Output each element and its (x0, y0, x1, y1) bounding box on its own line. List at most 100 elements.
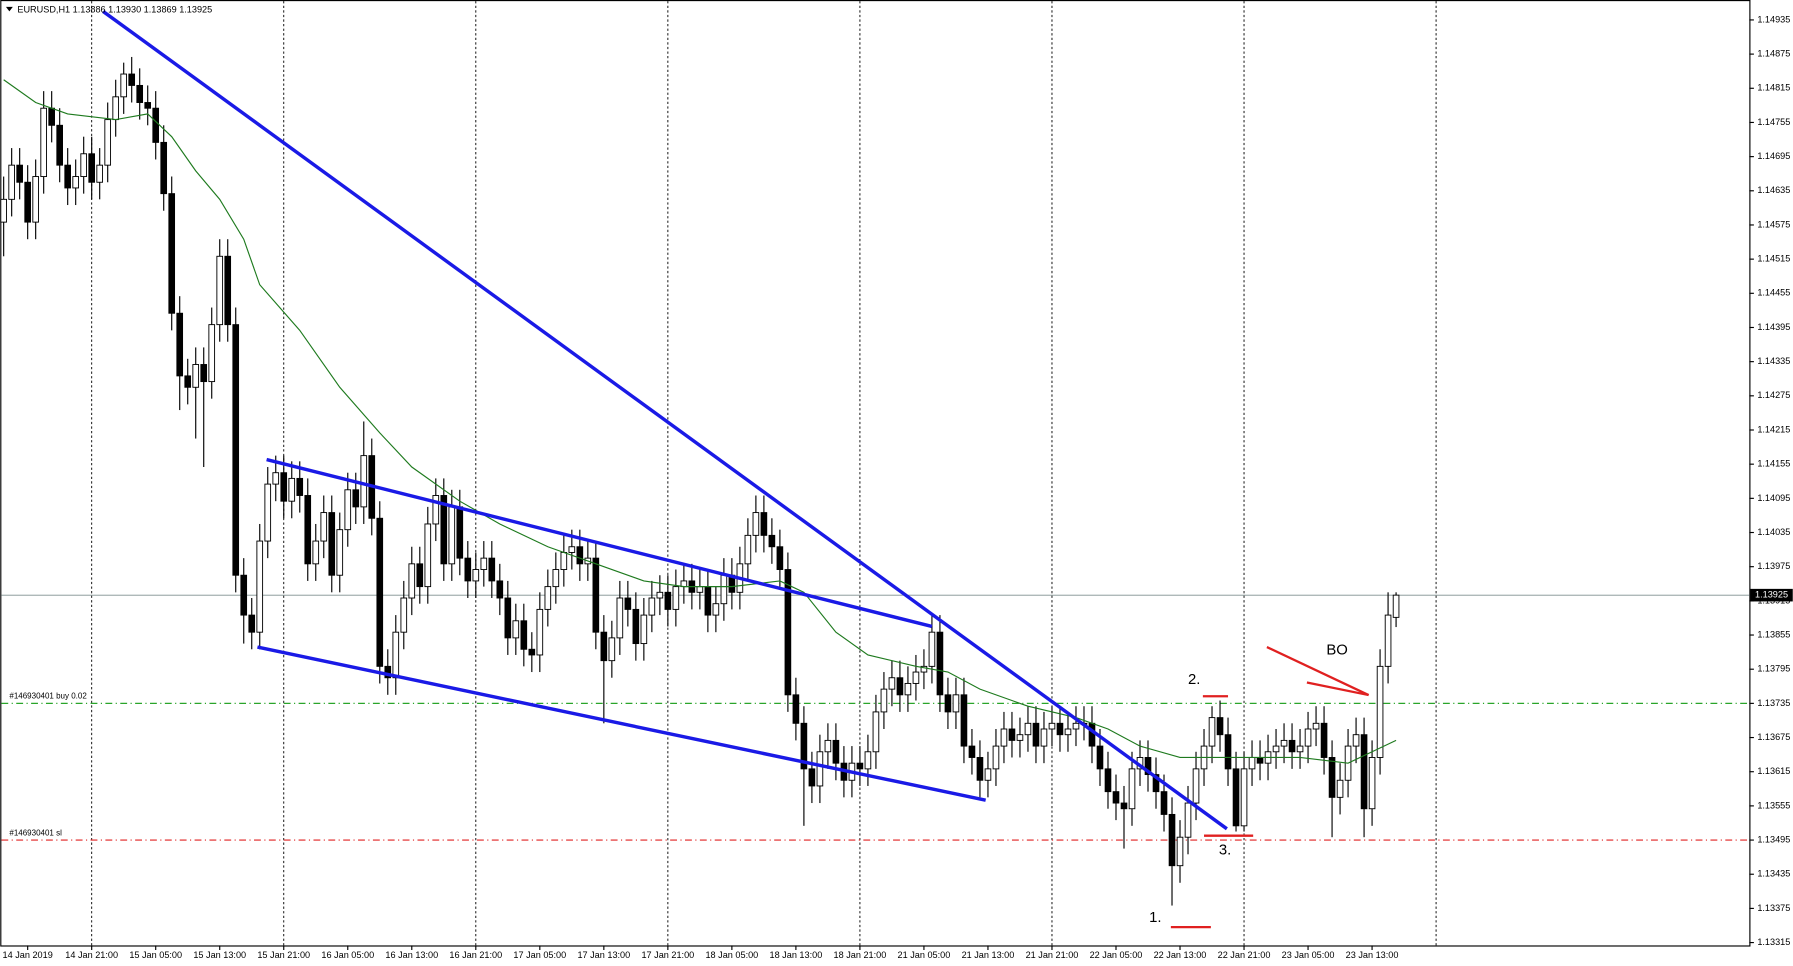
price-box (1750, 588, 1793, 602)
candle-body (1088, 722, 1096, 747)
candle-body (464, 557, 472, 582)
y-tick-label: 1.14035 (1757, 527, 1790, 537)
order-levels: #146930401 buy 0.02 #146930401 sl (1, 594, 1750, 841)
y-tick-label: 1.14695 (1757, 151, 1790, 161)
candle-body (760, 512, 768, 536)
candle-body (40, 107, 47, 178)
channel-top (266, 457, 933, 629)
candle-body (1208, 717, 1216, 747)
candle-body (1056, 722, 1064, 736)
candle-body (1376, 665, 1384, 758)
candle-body (1184, 802, 1192, 838)
candle-body (1368, 757, 1376, 810)
candle-body (1168, 813, 1176, 867)
candle-body (1048, 722, 1056, 730)
trend-line (102, 10, 1228, 831)
candle-body (1024, 722, 1032, 736)
y-tick-label: 1.14755 (1757, 117, 1790, 127)
candle-body (88, 153, 96, 183)
candle-body (280, 472, 288, 502)
candle-body (984, 768, 992, 781)
candle-body (1144, 757, 1152, 776)
y-tick-label: 1.13795 (1757, 664, 1790, 674)
candle-body (912, 671, 920, 684)
arrow-line (1306, 681, 1369, 697)
candle-body (440, 495, 448, 565)
y-tick-label: 1.14575 (1757, 219, 1790, 229)
candle-body (248, 614, 256, 633)
candle-body (936, 631, 944, 696)
candle-body (944, 694, 952, 713)
x-tick-label: 21 Jan 21:00 (1026, 950, 1079, 960)
arrow-line (1266, 646, 1370, 697)
candle-body (952, 694, 960, 713)
candle-body (552, 569, 560, 588)
candle-body (992, 745, 1000, 770)
order-label: #146930401 buy 0.02 (9, 692, 87, 701)
candle-body (360, 455, 368, 508)
candle-body (128, 73, 136, 86)
candle-body (816, 751, 824, 787)
candle-body (712, 603, 720, 616)
y-tick-label: 1.14875 (1757, 49, 1790, 59)
y-tick-label: 1.14155 (1757, 459, 1790, 469)
candle-body (696, 586, 704, 593)
candle-body (16, 164, 23, 183)
x-tick-label: 16 Jan 21:00 (449, 950, 502, 960)
y-tick-label: 1.13555 (1757, 800, 1790, 810)
candle-body (160, 141, 168, 195)
y-tick-label: 1.13675 (1757, 732, 1790, 742)
candle-body (328, 512, 336, 576)
candle-body (1232, 768, 1240, 827)
candle-body (104, 119, 112, 166)
candle-body (136, 84, 144, 103)
y-tick-label: 1.13615 (1757, 766, 1790, 776)
candle-body (1104, 768, 1112, 793)
candle-body (528, 648, 536, 656)
candle-body (144, 102, 152, 109)
candle-body (872, 711, 880, 753)
candle-body (496, 580, 504, 599)
candle-body (1112, 791, 1120, 804)
y-tick-label: 1.13735 (1757, 698, 1790, 708)
y-tick-label: 1.14935 (1757, 14, 1790, 24)
candle-body (208, 324, 216, 383)
y-tick-label: 1.13315 (1757, 937, 1790, 947)
x-tick-label: 21 Jan 05:00 (898, 950, 951, 960)
x-tick-label: 15 Jan 21:00 (257, 950, 310, 960)
candle-body (312, 540, 320, 565)
menu-arrow[interactable] (5, 6, 13, 12)
candle-body (1176, 836, 1184, 867)
candle-body (192, 364, 200, 388)
candle-body (784, 569, 792, 696)
candle-body (1248, 757, 1256, 770)
candle-body (1032, 722, 1040, 747)
candle-body (472, 569, 480, 582)
grid (91, 1, 1437, 946)
candle-body (256, 540, 264, 633)
chart-title: EURUSD,H1 1.13886 1.13930 1.13869 1.1392… (17, 5, 212, 15)
y-tick-label: 1.13855 (1757, 629, 1790, 639)
y-tick-label: 1.14275 (1757, 390, 1790, 400)
candle-body (80, 153, 88, 178)
candle-body (544, 586, 552, 610)
x-tick-label: 14 Jan 2019 (3, 950, 53, 960)
candle-body (624, 597, 632, 610)
y-tick-label: 1.14095 (1757, 493, 1790, 503)
y-tick-label: 1.14395 (1757, 322, 1790, 332)
candle-body (344, 489, 352, 531)
candle-body (32, 176, 39, 223)
y-tick-label: 1.13435 (1757, 869, 1790, 879)
candle-body (1016, 734, 1024, 741)
x-tick-label: 16 Jan 13:00 (385, 950, 438, 960)
candle-body (928, 631, 936, 667)
candle-body (424, 523, 432, 588)
candle-body (272, 472, 280, 485)
y-tick-label: 1.14515 (1757, 254, 1790, 264)
candle-body (1064, 728, 1072, 736)
candle-body (656, 591, 664, 599)
candle-body (832, 739, 840, 764)
candle-body (1288, 739, 1296, 753)
